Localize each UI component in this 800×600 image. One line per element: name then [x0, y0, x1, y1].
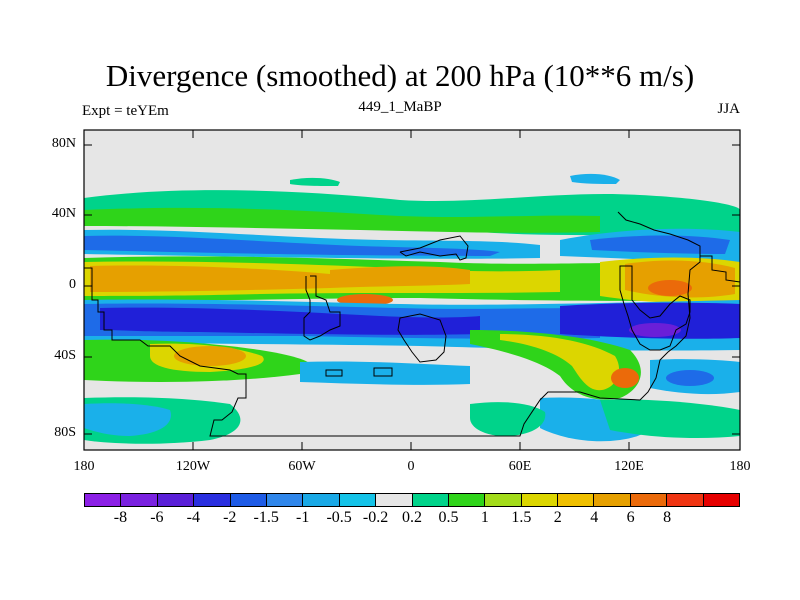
- colorbar-segment: [121, 494, 158, 506]
- coast-africa: [399, 235, 469, 261]
- colorbar-segment: [630, 494, 668, 506]
- far-south-green-east: [600, 399, 740, 438]
- colorbar-segment: [594, 494, 631, 506]
- colorbar-segment: [157, 494, 195, 506]
- colorbar-segment: [667, 494, 704, 506]
- band-east-medneg: [590, 235, 730, 254]
- tick-marks: [84, 130, 740, 450]
- far-south-green-west: [470, 402, 546, 436]
- indian-ocean-red: [611, 368, 639, 388]
- colorbar-segment: [703, 494, 740, 506]
- indian-ocean-yellow: [500, 334, 620, 391]
- colorbar-segment: [485, 494, 522, 506]
- colorbar-segment: [521, 494, 559, 506]
- south-pac-medneg: [666, 370, 714, 386]
- coastlines: [84, 211, 741, 437]
- asia-red-spot: [648, 280, 692, 296]
- colorbar-segment: [85, 494, 122, 506]
- lon-label-60e: 60E: [508, 459, 532, 474]
- colorbar-label: 8: [663, 509, 672, 526]
- colorbar: [84, 493, 740, 507]
- colorbar-label: 0.5: [438, 509, 459, 526]
- lat-label-80s: 80S: [54, 425, 76, 440]
- colorbar-segment: [266, 494, 304, 506]
- plot-title: Divergence (smoothed) at 200 hPa (10**6 …: [105, 58, 695, 93]
- season-label: JJA: [717, 101, 740, 117]
- colorbar-segment: [448, 494, 486, 506]
- colorbar-label: -1.5: [253, 509, 279, 526]
- lon-label-120e: 120E: [614, 459, 644, 474]
- coast-north-america: [84, 211, 701, 437]
- band-north-pos: [84, 207, 600, 233]
- run-label: 449_1_MaBP: [358, 99, 442, 115]
- colorbar-label: -1: [295, 509, 310, 526]
- colorbar-label: 2: [553, 509, 562, 526]
- lat-label-40n: 40N: [51, 206, 76, 221]
- pacific-purple-spot: [629, 323, 681, 337]
- map-field: [84, 130, 740, 450]
- far-south-neg-west: [84, 403, 171, 436]
- colorbar-label: -6: [150, 509, 164, 526]
- colorbar-segment: [194, 494, 231, 506]
- colorbar-label: 6: [626, 509, 635, 526]
- colorbar-label: -0.5: [326, 509, 352, 526]
- lon-label-60w: 60W: [288, 459, 316, 474]
- band-south-strongneg: [100, 307, 480, 335]
- map-frame: [83, 129, 741, 451]
- band-southeast-strongneg: [560, 302, 740, 339]
- colorbar-label: 0.2: [402, 509, 422, 526]
- coast-africa-south: [397, 313, 447, 363]
- lon-label-180w: 180: [73, 459, 95, 474]
- colorbar-segment: [230, 494, 267, 506]
- south-atl-neg: [300, 361, 470, 385]
- colorbar-label: 1: [480, 509, 489, 526]
- lat-label-40s: 40S: [54, 348, 76, 363]
- lat-label-0: 0: [69, 277, 76, 292]
- band-tropical-orange-2: [330, 266, 470, 288]
- north-neg-patch: [570, 173, 620, 184]
- lon-label-120w: 120W: [175, 459, 211, 474]
- lon-label-180e: 180: [729, 459, 751, 474]
- coast-south-america: [303, 275, 341, 341]
- colorbar-label: -8: [113, 509, 128, 526]
- colorbar-label: -4: [186, 509, 200, 526]
- coast-australia: [619, 265, 691, 351]
- colorbar-segment: [412, 494, 449, 506]
- band-tropical-orange: [90, 265, 330, 292]
- south-orange-spot: [174, 346, 246, 366]
- experiment-label: Expt = teYEm: [82, 103, 169, 119]
- colorbar-label: 1.5: [511, 509, 532, 526]
- north-green-patch: [290, 177, 340, 186]
- lat-label-80n: 80N: [51, 136, 76, 151]
- colorbar-label: 4: [590, 509, 599, 526]
- colorbar-segment: [558, 494, 595, 506]
- coast-east-pacific: [700, 255, 741, 283]
- lon-label-0: 0: [407, 459, 415, 474]
- colorbar-label: -0.2: [362, 509, 389, 526]
- colorbar-segment: [339, 494, 377, 506]
- coast-south-atl: [325, 367, 393, 377]
- colorbar-label: -2: [223, 509, 237, 526]
- colorbar-segment: [303, 494, 340, 506]
- band-north-medneg: [84, 235, 500, 256]
- colorbar-segment: [376, 494, 413, 506]
